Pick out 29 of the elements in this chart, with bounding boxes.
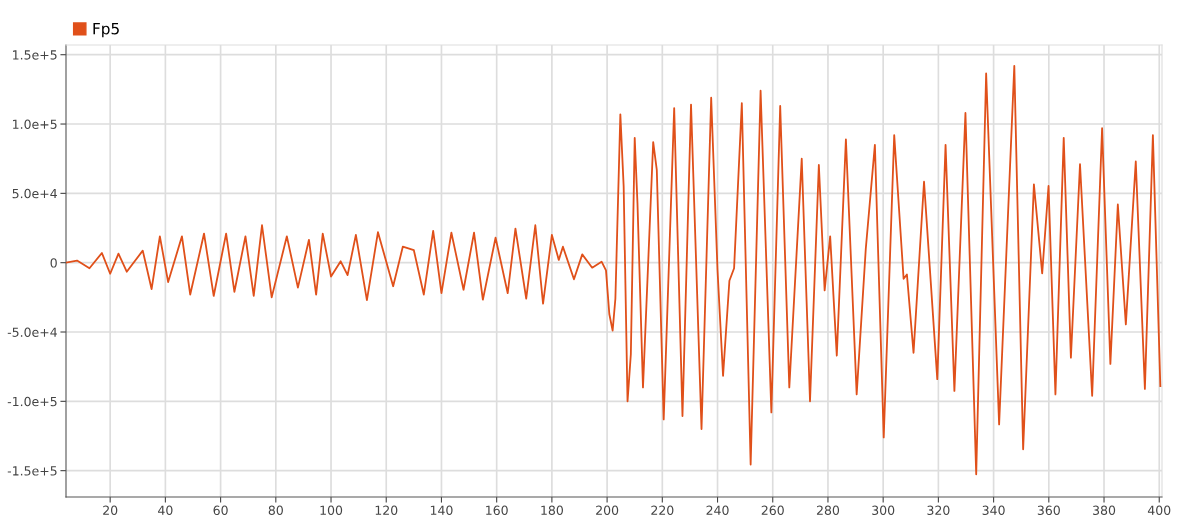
y-tick-label: 1.5e+5 bbox=[13, 50, 57, 60]
x-tick-label: 320 bbox=[927, 505, 950, 516]
x-tick-label: 60 bbox=[213, 505, 228, 516]
x-tick-label: 380 bbox=[1093, 505, 1116, 516]
x-tick-label: 280 bbox=[816, 505, 840, 516]
y-tick-label: -1.5e+5 bbox=[7, 466, 57, 476]
x-tick-label: 40 bbox=[158, 505, 173, 516]
x-tick-label: 80 bbox=[268, 505, 283, 516]
y-tick-label: 1.0e+5 bbox=[13, 119, 57, 129]
x-tick-label: 160 bbox=[486, 505, 508, 516]
legend-label: Fp5 bbox=[93, 23, 119, 38]
x-tick-label: 180 bbox=[541, 505, 563, 516]
x-tick-label: 400 bbox=[1147, 505, 1171, 516]
x-tick-label: 140 bbox=[430, 505, 453, 516]
x-tick-label: 20 bbox=[103, 505, 118, 516]
y-tick-label: 5.0e+4 bbox=[12, 188, 57, 199]
x-tick-label: 360 bbox=[1037, 505, 1060, 516]
x-tick-label: 260 bbox=[761, 505, 784, 516]
x-tick-label: 200 bbox=[596, 505, 619, 516]
x-tick-label: 300 bbox=[872, 505, 895, 516]
y-tick-label: -1.0e+5 bbox=[7, 396, 57, 407]
x-tick-label: 220 bbox=[651, 505, 674, 516]
x-tick-label: 340 bbox=[982, 505, 1005, 516]
y-tick-label: -5.0e+4 bbox=[7, 327, 57, 337]
x-tick-label: 120 bbox=[375, 505, 398, 516]
x-tick-label: 240 bbox=[706, 505, 729, 516]
x-tick-label: 100 bbox=[320, 505, 343, 516]
line-series bbox=[66, 64, 1162, 476]
y-tick-label: 0 bbox=[50, 258, 57, 268]
